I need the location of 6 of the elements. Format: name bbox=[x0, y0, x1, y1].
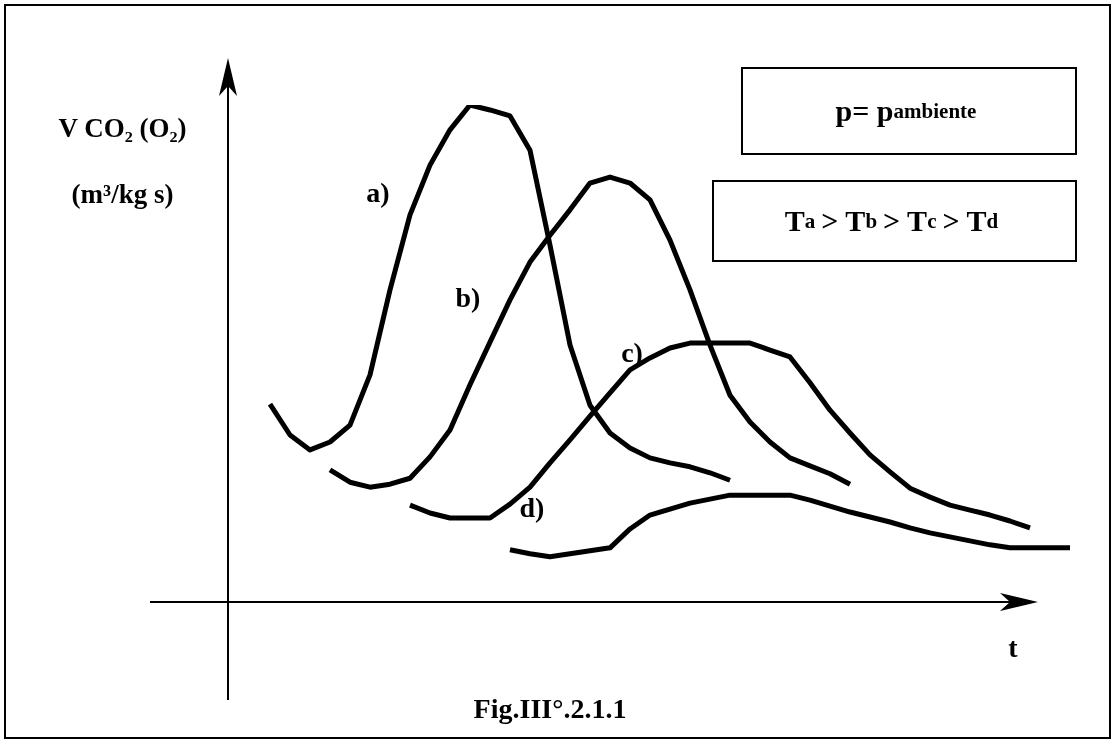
series-label: b) bbox=[455, 282, 481, 314]
text: Fig.III°.2.1.1 bbox=[472, 692, 628, 726]
x-axis-title: t bbox=[1008, 632, 1019, 664]
series-label: d) bbox=[519, 492, 545, 524]
series-label: a) bbox=[366, 177, 390, 209]
text: V CO₂ (O₂) (m³/kg s) bbox=[58, 113, 187, 209]
